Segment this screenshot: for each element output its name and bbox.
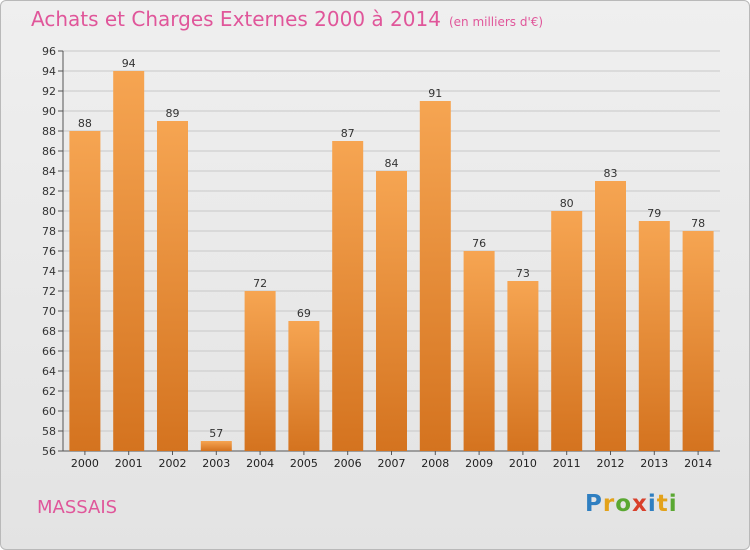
data-label-2010: 73	[516, 267, 530, 280]
y-tick-label: 74	[42, 265, 56, 278]
y-tick-label: 60	[42, 405, 56, 418]
data-label-2004: 72	[253, 277, 267, 290]
bar-2001	[113, 71, 145, 451]
x-tick-label: 2006	[334, 457, 362, 470]
logo-letter: t	[656, 491, 669, 517]
data-label-2005: 69	[297, 307, 311, 320]
y-tick-label: 72	[42, 285, 56, 298]
y-tick-label: 62	[42, 385, 56, 398]
data-label-2006: 87	[341, 127, 355, 140]
logo-letter: o	[615, 491, 633, 517]
x-tick-label: 2011	[553, 457, 581, 470]
x-tick-label: 2010	[509, 457, 537, 470]
x-tick-label: 2013	[640, 457, 668, 470]
data-label-2011: 80	[560, 197, 574, 210]
bar-2011	[551, 211, 583, 451]
x-tick-label: 2005	[290, 457, 318, 470]
x-tick-label: 2002	[159, 457, 187, 470]
data-label-2007: 84	[385, 157, 399, 170]
y-tick-label: 56	[42, 445, 56, 458]
y-tick-label: 84	[42, 165, 56, 178]
x-tick-label: 2014	[684, 457, 712, 470]
y-tick-label: 96	[42, 45, 56, 58]
logo-letter: i	[668, 491, 678, 517]
y-tick-label: 66	[42, 345, 56, 358]
data-label-2000: 88	[78, 117, 92, 130]
logo-letter: r	[602, 491, 616, 517]
bar-2014	[682, 231, 714, 451]
data-label-2014: 78	[691, 217, 705, 230]
data-label-2003: 57	[209, 427, 223, 440]
bar-2010	[507, 281, 539, 451]
chart-subtitle: (en milliers d'€)	[448, 15, 544, 29]
bar-2003	[200, 441, 232, 451]
proxiti-logo[interactable]: Proxiti	[585, 491, 678, 517]
bar-2005	[288, 321, 320, 451]
x-tick-label: 2009	[465, 457, 493, 470]
data-label-2001: 94	[122, 57, 136, 70]
bar-2009	[463, 251, 495, 451]
y-tick-label: 92	[42, 85, 56, 98]
y-tick-label: 70	[42, 305, 56, 318]
chart-title-text: Achats et Charges Externes 2000 à 2014	[31, 7, 441, 31]
data-label-2008: 91	[428, 87, 442, 100]
x-tick-label: 2008	[421, 457, 449, 470]
logo-letter: x	[632, 491, 648, 517]
bar-2002	[157, 121, 188, 451]
y-tick-label: 86	[42, 145, 56, 158]
y-tick-label: 94	[42, 65, 56, 78]
y-tick-label: 78	[42, 225, 56, 238]
y-tick-label: 58	[42, 425, 56, 438]
logo-letter: P	[585, 491, 603, 517]
bar-2007	[376, 171, 407, 451]
x-tick-label: 2004	[246, 457, 274, 470]
y-tick-label: 88	[42, 125, 56, 138]
y-tick-label: 68	[42, 325, 56, 338]
bar-2006	[332, 141, 364, 451]
label-layer: 88 94 89 57 72 69 87 84 91 76 73 80 83 79 78	[78, 57, 705, 440]
x-tick-label: 2001	[115, 457, 143, 470]
data-label-2002: 89	[166, 107, 180, 120]
bar-layer	[69, 71, 714, 451]
data-label-2009: 76	[472, 237, 486, 250]
x-tick-label: 2003	[202, 457, 230, 470]
bar-2008	[419, 101, 451, 451]
y-tick-label: 76	[42, 245, 56, 258]
x-tick-label: 2007	[378, 457, 406, 470]
commune-name: MASSAIS	[37, 497, 118, 518]
bar-2012	[595, 181, 626, 451]
bar-2004	[244, 291, 276, 451]
y-tick-label: 82	[42, 185, 56, 198]
bar-2013	[638, 221, 670, 451]
data-label-2012: 83	[604, 167, 618, 180]
chart-title: Achats et Charges Externes 2000 à 2014 (e…	[31, 7, 543, 31]
y-tick-label: 64	[42, 365, 56, 378]
y-tick-label: 80	[42, 205, 56, 218]
data-label-2013: 79	[647, 207, 661, 220]
y-tick-label: 90	[42, 105, 56, 118]
x-tick-label: 2000	[71, 457, 99, 470]
bar-2000	[69, 131, 101, 451]
logo-letter: i	[647, 491, 657, 517]
x-tick-label: 2012	[597, 457, 625, 470]
